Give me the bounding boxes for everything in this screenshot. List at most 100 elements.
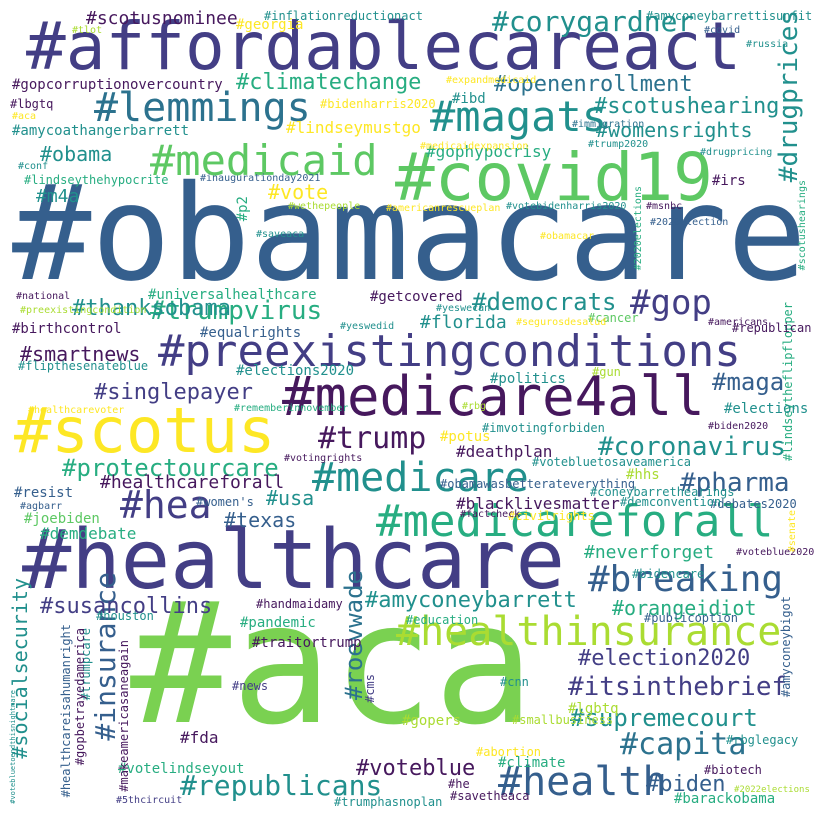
word-votebidenharris2020: #votebidenharris2020 <box>506 201 627 212</box>
word-itsinthebrief: #itsinthebrief <box>568 672 788 702</box>
word-factcheck: #factcheck <box>460 509 521 520</box>
word-ibd: #ibd <box>452 91 486 107</box>
word-potus: #potus <box>440 429 491 445</box>
word-blacklivesmatter: #blacklivesmatter <box>456 494 620 513</box>
word-trumpvirus: #trumpvirus <box>150 296 323 326</box>
word-medicare: #medicare <box>312 455 529 501</box>
word-national: #national <box>16 291 71 302</box>
word-votingrights: #votingrights <box>284 453 363 464</box>
word-equalrights: #equalrights <box>200 325 302 341</box>
word-votebluetosaveamerica: #votebluetosaveamerica <box>532 455 691 469</box>
word-flipthesenateblue: #flipthesenateblue <box>18 359 149 373</box>
word-agbarr: #agbarr <box>20 501 63 512</box>
word-cancer: #cancer <box>588 311 639 325</box>
word-pandemic: #pandemic <box>240 615 316 631</box>
word-obama: #obama <box>40 142 113 166</box>
word-trumphasnoplan: #trumphasnoplan <box>334 795 443 809</box>
word-supremecourt: #supremecourt <box>570 704 758 732</box>
word-healthinsurance: #healthinsurance <box>396 609 782 655</box>
word-saveaca: #saveaca <box>256 229 305 240</box>
word-aca: #aca <box>130 566 535 762</box>
word-health: #health <box>498 759 667 805</box>
word-georgia: #georgia <box>236 17 304 33</box>
word-hhs: #hhs <box>626 467 660 483</box>
word-scotushearing: #scotushearing <box>594 94 780 119</box>
word-corygardner: #corygardner <box>492 5 695 38</box>
word-drugprices: #drugprices <box>774 10 804 183</box>
word-savetheaca: #savetheaca <box>450 789 530 803</box>
word-yeswecan: #yeswecan <box>436 303 491 314</box>
word-conf: #conf <box>18 161 49 172</box>
word-election2020: #election2020 <box>578 646 751 671</box>
word-politics: #politics <box>490 371 566 387</box>
word-demconvention: #demconvention <box>620 495 722 509</box>
word-aca-small: #aca <box>12 111 37 122</box>
word-universalhealthcare: #universalhealthcare <box>148 287 317 303</box>
word-preexistingcondition: #preexistingcondition <box>20 305 147 316</box>
word-womensrights: #womensrights <box>596 118 753 142</box>
word-bidencare: #bidencare <box>632 567 705 581</box>
word-gopers: #gopers <box>402 713 462 729</box>
word-votebluetoendthisnightmare: #votebluetoendthisnightmare <box>9 690 17 804</box>
word-imvotingforbiden: #imvotingforbiden <box>482 421 605 435</box>
word-orangeidiot: #orangeidiot <box>612 596 757 620</box>
word-scotusnominee: #scotusnominee <box>86 8 238 29</box>
word-covid: #covid <box>704 25 741 36</box>
word-barackobama: #barackobama <box>674 791 776 807</box>
word-biotech: #biotech <box>704 763 762 777</box>
word-americanrescueplan: #americanrescueplan <box>386 203 501 214</box>
word-traitortrump: #traitortrump <box>252 635 362 651</box>
word-medicare4all: #medicare4all <box>282 365 705 428</box>
word-covid19: #covid19 <box>395 139 713 216</box>
word-cnn: #cnn <box>500 675 529 689</box>
word-amyconeybigot: #amyconeybigot <box>779 596 793 698</box>
word-coronavirus: #coronavirus <box>598 432 786 462</box>
word-houston: #houston <box>96 609 154 623</box>
word-rbg: #rbg <box>462 401 487 412</box>
word-singlepayer: #singlepayer <box>94 380 253 405</box>
word-rememberinnovember: #rememberinnovember <box>234 403 349 414</box>
word-medicaid: #medicaid <box>150 136 378 185</box>
word-5thcircuit: #5thcircuit <box>116 795 183 806</box>
word-florida: #florida <box>420 312 507 333</box>
word-usa: #usa <box>266 486 315 510</box>
word-protectourcare: #protectourcare <box>62 454 279 482</box>
word-gophypocrisy: #gophypocrisy <box>426 142 552 161</box>
word-pharma: #pharma <box>680 468 790 498</box>
word-publicoption: #publicoption <box>644 611 738 625</box>
word-smallbusiness: #smallbusiness <box>512 713 614 727</box>
word-fda: #fda <box>180 728 219 747</box>
word-m4a: #m4a <box>36 186 80 207</box>
word-joebiden: #joebiden <box>24 511 100 527</box>
word-gop: #gop <box>630 283 712 323</box>
word-cms: #cms <box>363 674 377 703</box>
word-votelindseyout: #votelindseyout <box>118 761 245 777</box>
word-climatechange: #climatechange <box>236 70 422 95</box>
word-vote: #vote <box>268 180 329 204</box>
word-climate: #climate <box>498 755 566 771</box>
word-democrats: #democrats <box>472 288 617 316</box>
word-he: #he <box>448 777 470 791</box>
word-gun: #gun <box>592 365 621 379</box>
word-voteblue2020: #voteblue2020 <box>736 547 815 558</box>
word-gopcorruptionovercountry: #gopcorruptionovercountry <box>12 77 223 93</box>
word-yeswedid: #yeswedid <box>340 321 395 332</box>
word-msnbc: #msnbc <box>646 201 683 212</box>
word-scotus: #scotus <box>14 394 276 467</box>
word-texas: #texas <box>224 508 297 532</box>
word-biden2020: #biden2020 <box>708 421 769 432</box>
word-republican: #republican <box>732 321 812 335</box>
word-p2: #p2 <box>235 196 251 222</box>
word-elections2020: #elections2020 <box>236 363 355 379</box>
word-2020election: #2020election <box>650 217 729 228</box>
word-healthcareisahumanright: #healthcareisahumanright <box>59 624 73 798</box>
word-americans: #americans <box>708 317 769 328</box>
word-magats: #magats <box>430 92 608 141</box>
word-lemmings: #lemmings <box>94 85 311 131</box>
word-2022elections: #2022elections <box>734 785 810 795</box>
word-scotushearings: #scotushearings <box>797 180 808 271</box>
word-senate: #senate <box>787 510 798 553</box>
word-tlot: #tlot <box>72 25 103 36</box>
word-amycoathangerbarrett: #amycoathangerbarrett <box>12 123 190 139</box>
word-2020elections: #2020elections <box>633 186 644 271</box>
